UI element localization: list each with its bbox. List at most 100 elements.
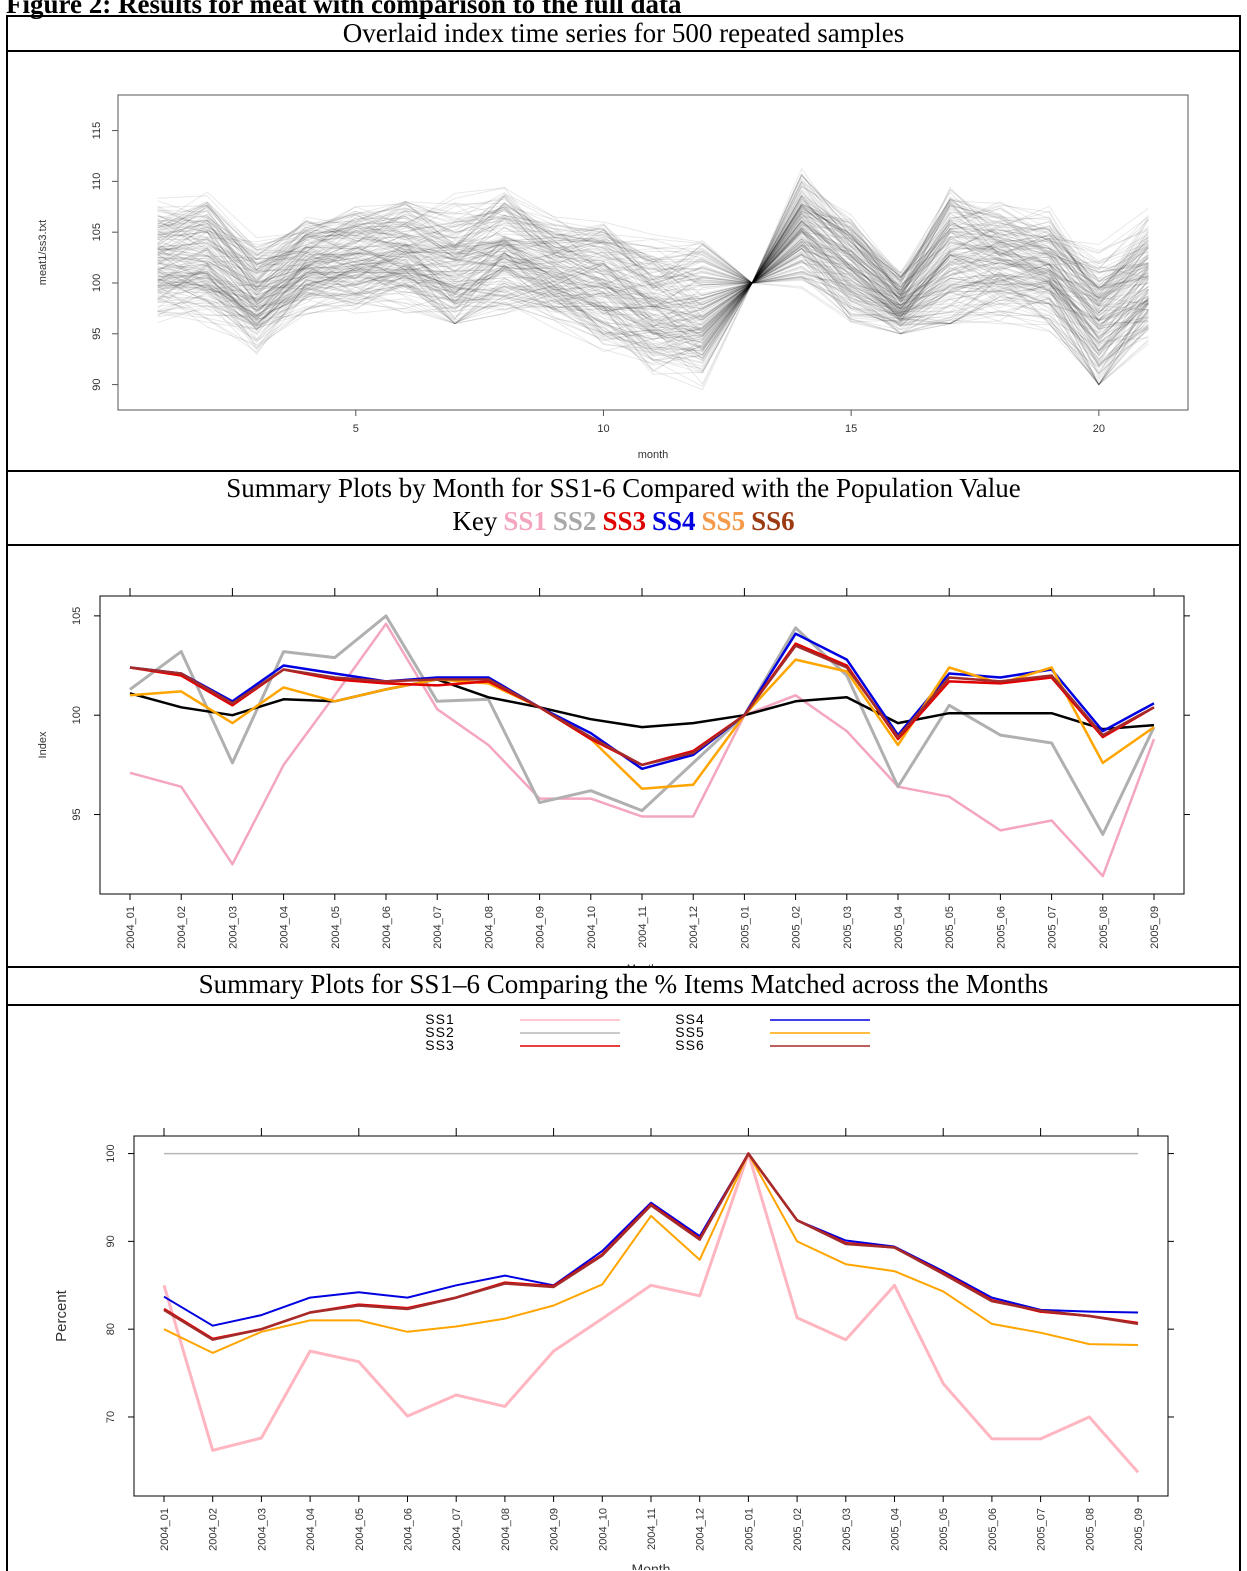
x-tick-label: 2004_11 bbox=[637, 906, 649, 948]
sample-trace bbox=[157, 216, 1149, 284]
sample-trace bbox=[157, 264, 1149, 386]
x-tick-label: 2005_05 bbox=[944, 906, 956, 949]
sample-trace bbox=[157, 220, 1149, 335]
sample-trace bbox=[157, 222, 1149, 337]
series-line-ss1 bbox=[162, 1152, 1140, 1474]
key-item-ss6: SS6 bbox=[751, 506, 795, 536]
panel2-key: Key SS1 SS2 SS3 SS4 SS5 SS6 bbox=[8, 505, 1239, 538]
series-line-0 bbox=[129, 622, 1156, 878]
y-tick-label: 95 bbox=[71, 808, 83, 820]
sample-trace bbox=[157, 198, 1149, 295]
sample-trace bbox=[157, 228, 1149, 338]
sample-trace bbox=[157, 229, 1149, 349]
series-line-4 bbox=[129, 658, 1155, 790]
sample-trace bbox=[157, 269, 1149, 386]
sample-trace bbox=[157, 248, 1149, 331]
panel3-title: Summary Plots for SS1–6 Comparing the % … bbox=[198, 969, 1049, 999]
sample-trace bbox=[157, 172, 1149, 303]
sample-trace bbox=[157, 266, 1149, 376]
sample-trace bbox=[157, 220, 1149, 320]
sample-trace bbox=[157, 200, 1149, 307]
series-lines bbox=[162, 1152, 1140, 1474]
sample-trace bbox=[157, 198, 1149, 284]
divider bbox=[6, 470, 1241, 472]
divider bbox=[6, 50, 1241, 52]
legend-label-ss2: SS2 bbox=[425, 1024, 454, 1040]
sample-trace bbox=[157, 282, 1149, 386]
sample-trace bbox=[157, 246, 1149, 373]
sample-trace bbox=[157, 253, 1149, 386]
x-tick-label: 2004_11 bbox=[646, 1508, 658, 1550]
sample-trace bbox=[157, 247, 1149, 357]
x-tick-label: 2005_02 bbox=[792, 1508, 804, 1551]
sample-trace bbox=[157, 250, 1149, 352]
series-line-2 bbox=[129, 678, 1155, 731]
sample-trace bbox=[157, 259, 1149, 339]
sample-trace bbox=[157, 226, 1149, 352]
sample-trace bbox=[157, 241, 1149, 354]
y-axis-label: Index bbox=[37, 731, 49, 758]
x-tick-label: 2005_08 bbox=[1098, 906, 1110, 949]
sample-trace bbox=[157, 253, 1149, 374]
y-tick-label: 105 bbox=[71, 607, 83, 625]
sample-trace bbox=[157, 192, 1149, 308]
sample-trace bbox=[157, 242, 1149, 347]
figure-frame bbox=[6, 15, 1241, 1571]
sample-trace bbox=[157, 265, 1149, 334]
sample-trace bbox=[157, 224, 1149, 309]
sample-trace bbox=[157, 220, 1149, 318]
sample-trace bbox=[157, 215, 1149, 332]
legend-label-ss5: SS5 bbox=[675, 1024, 704, 1040]
x-tick-label: 2005_08 bbox=[1084, 1508, 1096, 1551]
key-item-ss3: SS3 bbox=[602, 506, 646, 536]
sample-trace bbox=[157, 223, 1149, 321]
sample-trace bbox=[157, 253, 1149, 349]
sample-trace bbox=[157, 203, 1149, 289]
sample-trace bbox=[157, 167, 1149, 284]
sample-trace bbox=[157, 177, 1149, 297]
sample-trace bbox=[157, 226, 1149, 315]
y-tick-label: 110 bbox=[91, 173, 103, 191]
legend-label-ss4: SS4 bbox=[675, 1011, 704, 1027]
sample-trace bbox=[157, 276, 1149, 352]
y-tick-label: 100 bbox=[105, 1144, 117, 1162]
x-tick-label: 5 bbox=[353, 423, 359, 435]
x-tick-label: 2004_01 bbox=[159, 1508, 171, 1551]
sample-trace bbox=[157, 229, 1149, 344]
x-tick-label: 2005_05 bbox=[938, 1508, 950, 1551]
sample-trace bbox=[157, 254, 1149, 386]
x-tick-label: 2004_08 bbox=[483, 906, 495, 949]
y-axis-label: Percent bbox=[53, 1289, 70, 1342]
sample-trace bbox=[157, 238, 1149, 366]
sample-trace bbox=[157, 235, 1149, 328]
x-tick-label: 2004_09 bbox=[535, 906, 547, 949]
sample-trace bbox=[157, 217, 1149, 293]
sample-trace bbox=[157, 270, 1149, 380]
sample-trace bbox=[157, 252, 1149, 338]
sample-trace bbox=[157, 174, 1149, 284]
sample-trace bbox=[157, 228, 1149, 362]
y-tick-label: 80 bbox=[105, 1323, 117, 1335]
sample-trace bbox=[157, 237, 1149, 329]
sample-trace bbox=[157, 194, 1149, 300]
sample-trace bbox=[157, 174, 1149, 306]
key-item-ss5: SS5 bbox=[701, 506, 746, 536]
sample-trace bbox=[157, 232, 1149, 357]
sample-trace bbox=[157, 216, 1149, 311]
sample-trace bbox=[157, 200, 1149, 284]
sample-trace bbox=[157, 221, 1149, 322]
sample-trace bbox=[157, 208, 1149, 329]
sample-trace bbox=[157, 265, 1149, 386]
x-tick-label: 2005_06 bbox=[995, 906, 1007, 949]
x-tick-label: 2004_05 bbox=[354, 1508, 366, 1551]
sample-trace bbox=[157, 204, 1149, 310]
sample-trace bbox=[157, 270, 1149, 364]
plot-box bbox=[117, 94, 1189, 411]
sample-trace bbox=[157, 198, 1149, 313]
sample-trace bbox=[157, 236, 1149, 327]
sample-trace bbox=[157, 268, 1149, 374]
sample-trace bbox=[157, 188, 1149, 294]
sample-trace bbox=[157, 204, 1149, 295]
sample-trace bbox=[157, 247, 1149, 386]
sample-trace bbox=[157, 252, 1149, 360]
